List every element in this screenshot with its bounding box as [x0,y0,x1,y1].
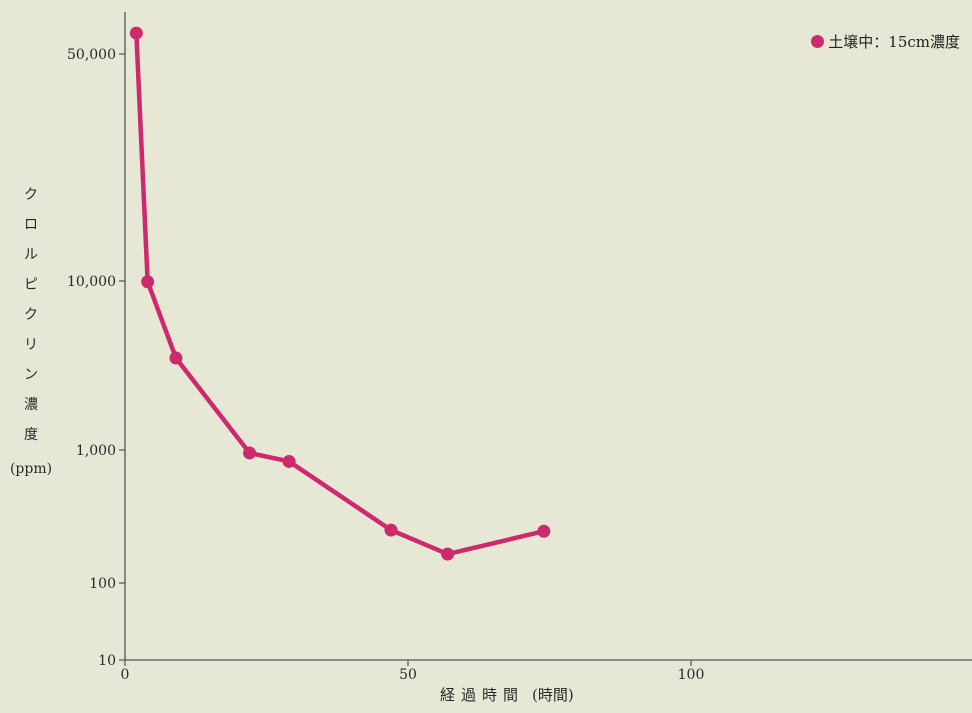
y-axis-label-char: ク [24,307,38,323]
y-axis-label-char: ン [24,367,38,383]
y-axis-label-char: ク [24,187,38,203]
y-axis-label-char: 度 [24,427,38,443]
y-tick-label: 100 [89,576,116,592]
x-axis-label-unit: (時間) [532,686,574,704]
y-axis-label-char: ル [24,247,38,263]
data-point [441,547,455,561]
data-point [169,351,183,365]
y-axis-label: クロルピクリン濃度 (ppm) [0,180,62,484]
data-point [141,275,155,289]
y-tick-label: 10,000 [67,274,116,290]
legend: 土壌中：15cm濃度 [811,31,960,52]
x-tick-label: 100 [678,667,705,683]
x-axis-label: 経過時間 (時間) [440,684,574,705]
series-line [134,30,547,557]
y-axis-label-char: リ [24,337,38,353]
y-axis-label-char: ピ [24,277,38,293]
y-tick-label: 10 [98,653,116,669]
data-point [537,524,551,538]
x-tick-label: 0 [121,667,130,683]
y-tick-label: 50,000 [67,47,116,63]
y-axis-label-char: 濃 [24,397,38,413]
data-point [243,446,257,460]
y-axis-label-char: ロ [24,217,38,233]
y-axis-label-unit: (ppm) [9,461,53,477]
data-point [384,523,398,537]
x-axis-label-text: 経過時間 [440,686,525,704]
legend-marker [811,35,825,48]
data-point [129,26,143,40]
x-tick-label: 50 [399,667,417,683]
y-tick-label: 1,000 [76,443,116,459]
data-point [282,454,296,468]
legend-label: 土壌中：15cm濃度 [828,33,960,51]
